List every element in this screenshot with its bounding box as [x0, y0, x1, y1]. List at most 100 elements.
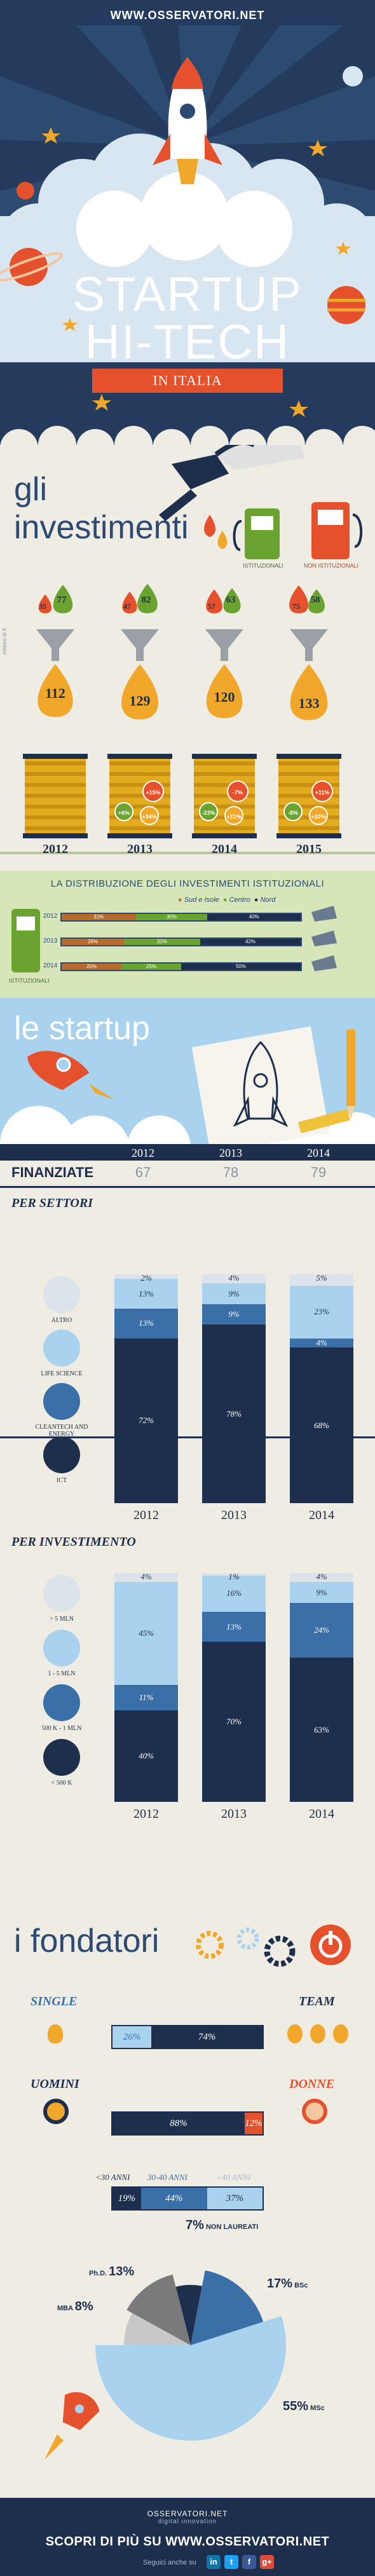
value-istituzionali: 57	[208, 602, 215, 611]
year-label: 2014	[212, 842, 237, 856]
legend-centro: Centro	[229, 896, 250, 904]
stacked-bar: 72% 13% 13% 2%	[114, 1273, 178, 1503]
footer-brand[interactable]: OSSERVATORI.NET digital innovation	[140, 2509, 235, 2525]
bar-segment: 9%	[202, 1283, 266, 1304]
year-label: 2013	[127, 842, 153, 856]
bar-segment: 45%	[114, 1582, 178, 1686]
bar-segment: 74%	[151, 2026, 262, 2048]
barrel-stripe	[278, 826, 339, 830]
segment-label: 2%	[140, 1273, 152, 1283]
year-label: 2014	[309, 1807, 334, 1821]
drop-istituzionali	[289, 585, 308, 613]
startup-illustration	[0, 1026, 375, 1144]
footer-cta-link[interactable]: SCOPRI DI PIÙ SU WWW.OSSERVATORI.NET	[45, 2535, 330, 2549]
drop-istituzionali	[122, 591, 137, 613]
bar-segment: 72%	[114, 1338, 178, 1503]
segment-label: 5%	[316, 1273, 327, 1283]
segment-label: 9%	[228, 1309, 240, 1319]
fondatori-heading: i fondatori	[14, 1923, 160, 1959]
startup-heading: le startup	[14, 1010, 150, 1047]
education-illustration	[44, 2270, 287, 2460]
year-label: 2012	[133, 1508, 159, 1522]
distribution-segment: 31%	[62, 914, 136, 920]
age-label-over40: >40 ANNI	[216, 2172, 251, 2182]
single-label: SINGLE	[31, 1994, 78, 2008]
gears-illustration	[196, 1925, 351, 1967]
delta-badge: -23%	[199, 802, 218, 821]
barrel-rim	[276, 754, 341, 759]
category-label: 500 K - 1 MLN	[41, 1725, 82, 1732]
startup-banner: le startup	[0, 998, 375, 1144]
segment-label: 72%	[139, 1415, 154, 1426]
barrel-stripe	[194, 794, 255, 798]
distribution-bar: 31% 30% 40%	[60, 913, 302, 922]
stacked-bar: 63% 24% 9% 4%	[290, 1572, 353, 1802]
segment-label: 78%	[226, 1408, 242, 1419]
value-istituzionali: 35	[39, 602, 46, 611]
pie-label-text: BSc	[292, 2282, 308, 2289]
gear-icon-yellow	[196, 1931, 224, 1959]
stacked-bar: 78% 9% 9% 4%	[202, 1273, 266, 1503]
barrel-rim	[107, 833, 172, 838]
barrel-stripe	[278, 783, 339, 787]
distribution-segment: 42%	[200, 939, 301, 945]
gold-drop-icon	[217, 531, 228, 549]
barrels-group	[23, 754, 341, 838]
bar-segment: 13%	[202, 1612, 266, 1642]
pump-label-non-istituzionali: NON ISTITUZIONALI	[304, 562, 359, 569]
pencil-icon	[346, 1030, 355, 1119]
segment-label: 24%	[314, 1625, 329, 1635]
pie-slice	[124, 2313, 191, 2345]
startup-section: le startup 2012 2013 2014 FINANZIATE 67 …	[0, 998, 375, 1913]
footer-brand-name: OSSERVATORI.NET	[147, 2509, 228, 2518]
segment-label: 9%	[316, 1587, 327, 1597]
finanziate-row: 2012 2013 2014 FINANZIATE 67 78 79	[0, 1144, 375, 1182]
googleplus-icon[interactable]: g+	[260, 2555, 274, 2569]
legend-sud: Sud e Isole	[184, 896, 219, 904]
pie-label-value: 7%	[186, 2218, 204, 2232]
rocket-small-icon	[44, 2392, 100, 2460]
hero-section: WWW.OSSERVATORI.NET STARTUP HI-TECH IN I…	[0, 0, 375, 445]
bar-segment: 23%	[290, 1286, 353, 1339]
man-avatar-icon	[43, 2099, 69, 2124]
hero-bottom-edge	[0, 426, 375, 445]
pie-slice	[126, 2274, 191, 2345]
bar-segment: 88%	[112, 2113, 245, 2134]
barrel-stripe	[278, 761, 339, 765]
distribution-bar: 26% 32% 42%	[60, 937, 302, 946]
value-istituzionali: 47	[123, 602, 131, 611]
value-non-istituzionali: 77	[57, 595, 67, 605]
drop-non-istituzionali	[308, 589, 325, 613]
segment-label: 63%	[314, 1724, 329, 1734]
category-icon	[43, 1739, 80, 1776]
barrel-stripe	[194, 761, 255, 765]
bar-segment: 1%	[202, 1572, 266, 1581]
delta-badge: +11%	[311, 780, 333, 802]
linkedin-icon[interactable]: in	[207, 2555, 221, 2569]
barrel-stripe	[194, 826, 255, 830]
single-team-bar: 26% 74%	[111, 2025, 264, 2049]
funnels-group	[36, 629, 328, 661]
barrel-stripe	[109, 761, 170, 765]
pie-label: 17% BSc	[267, 2277, 308, 2291]
bar-segment: 4%	[114, 1572, 178, 1583]
value-total: 120	[214, 689, 235, 705]
delta-badge: +32%	[309, 806, 328, 825]
barrel-stripe	[25, 815, 86, 819]
legend-nord-icon: ●	[254, 896, 259, 904]
lightbulb-single-icon	[48, 2024, 63, 2043]
facebook-icon[interactable]: f	[242, 2555, 256, 2569]
distribution-panel: LA DISTRIBUZIONE DEGLI INVESTIMENTI ISTI…	[0, 871, 375, 998]
segment-label: 45%	[139, 1628, 154, 1639]
barrel-stripe	[109, 794, 170, 798]
star-icons	[41, 127, 351, 417]
barrel-stripe	[278, 772, 339, 776]
category-icon	[43, 1330, 80, 1366]
age-label-30-40: 30-40 ANNI	[147, 2172, 188, 2182]
distribution-segment: 26%	[62, 939, 124, 945]
twitter-icon[interactable]: t	[224, 2555, 238, 2569]
header-url[interactable]: WWW.OSSERVATORI.NET	[110, 9, 265, 22]
planet-right-icon	[327, 286, 365, 324]
green-pump-small-icon	[11, 909, 40, 972]
pie-label: 55% MSc	[283, 2399, 325, 2414]
